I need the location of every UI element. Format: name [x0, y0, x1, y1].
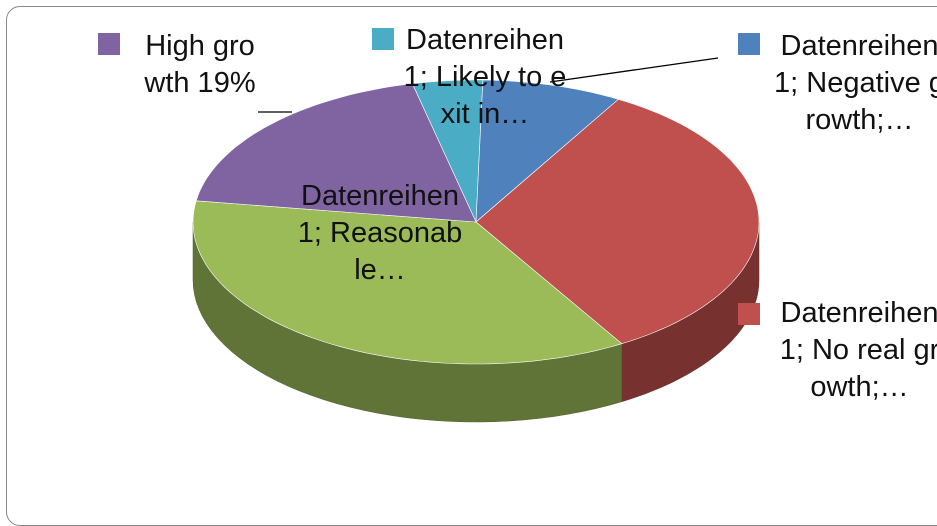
data-label: Datenreihen1; No real growth;… [779, 297, 937, 403]
pie-slice [195, 83, 477, 223]
data-label: High growth 19% [144, 30, 256, 99]
chart [98, 28, 760, 423]
pie-slice [192, 200, 623, 365]
data-label: Datenreihen1; Reasonable… [297, 180, 463, 286]
pie-slice [475, 98, 760, 345]
legend-key [98, 33, 120, 55]
pie-slice [411, 79, 484, 223]
legend-key [738, 33, 760, 55]
data-label: Datenreihen1; Likely to exit in… [403, 24, 567, 130]
data-label: Datenreihen1; Negative growth;… [774, 30, 937, 136]
pie-slice [475, 79, 620, 223]
leader-line [549, 57, 719, 83]
pie-tops [192, 79, 760, 365]
page: {"chart_data": {"type": "pie3d", "labels… [6, 6, 937, 526]
legend-key [738, 303, 760, 325]
legend-key [372, 28, 394, 50]
